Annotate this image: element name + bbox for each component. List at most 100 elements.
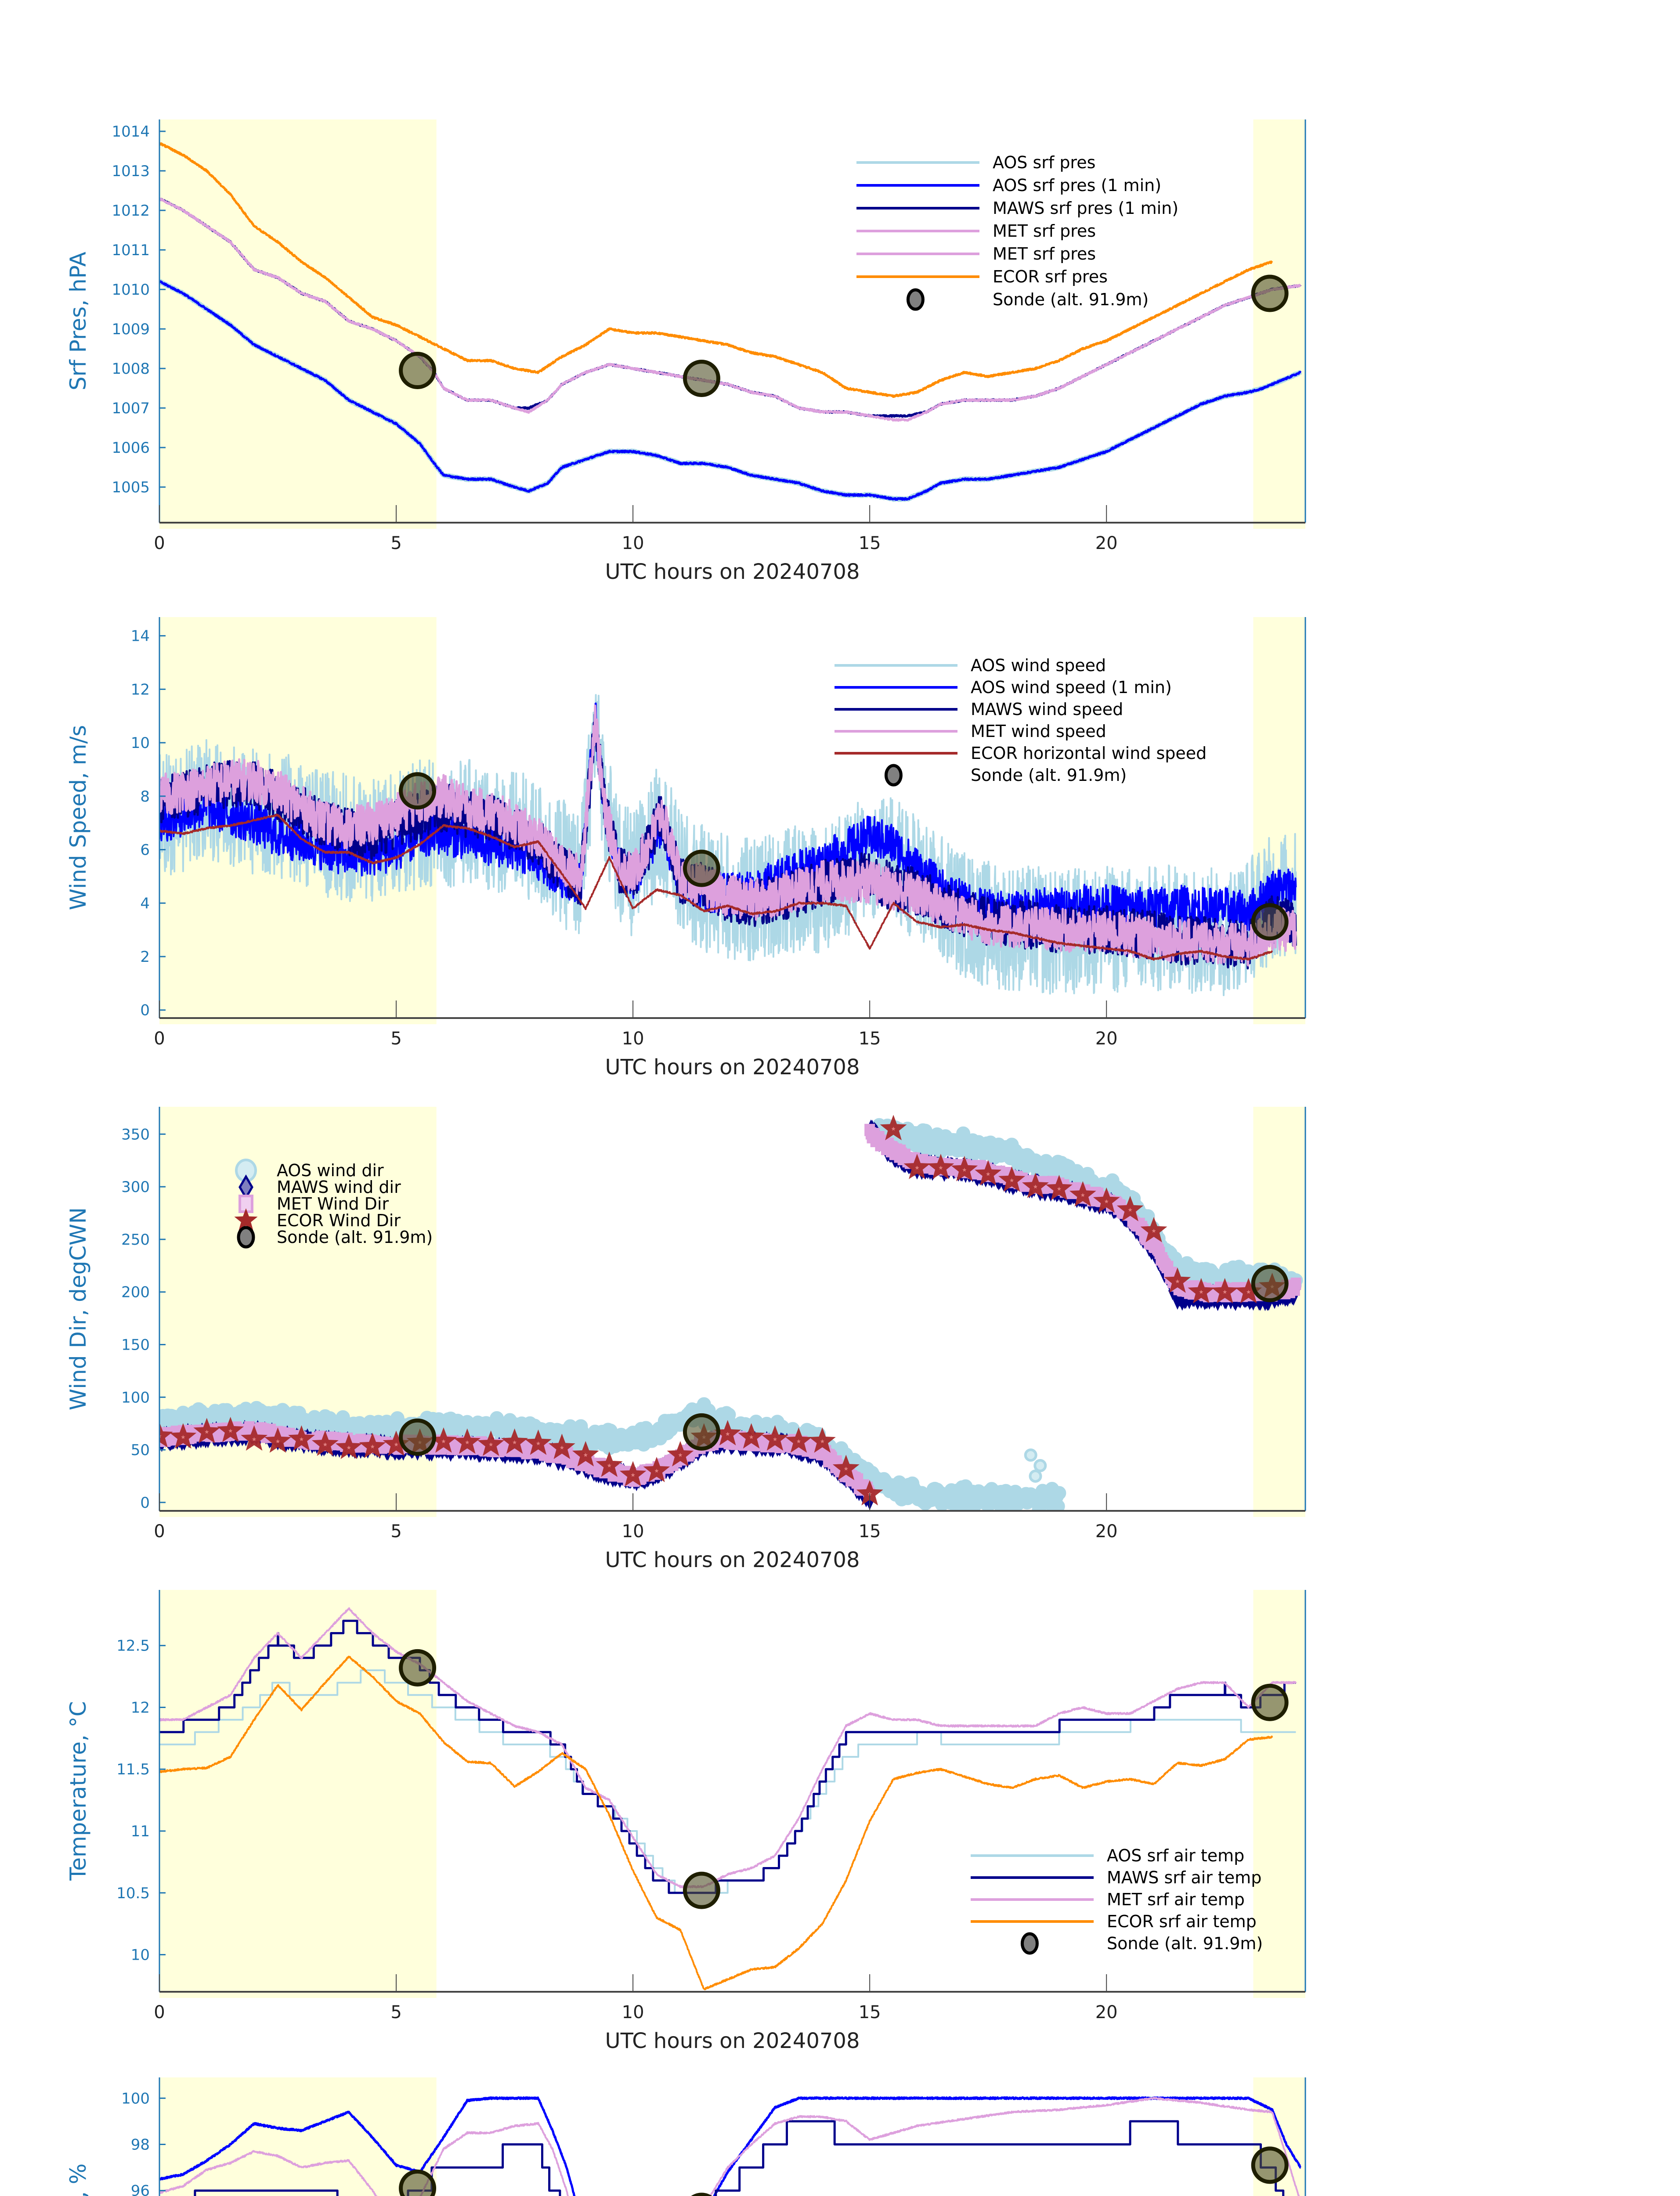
y-tick-label: 11.5 [116,1761,150,1778]
x-tick-label: 10 [622,2002,644,2023]
series-line [159,1669,1297,1894]
ecor-star-center [796,1439,801,1443]
ecor-star-center [394,1442,398,1447]
series-line [159,197,1301,422]
plot-area [159,1607,1297,1990]
x-tick-label: 20 [1095,533,1118,553]
aos-dir-point [1052,1486,1066,1500]
legend-label: MET srf pres [993,244,1096,264]
y-tick-label: 1007 [112,400,150,417]
x-tick-label: 0 [154,533,165,553]
ecor-star-center [1246,1289,1251,1294]
legend-sonde-icon [1020,1932,1039,1955]
night-shading [1253,1107,1305,1517]
sonde-marker [683,1413,720,1451]
aos-dir-point [1029,1469,1042,1483]
ecor-star-center [252,1437,257,1441]
ecor-star-point [159,1422,173,1448]
legend-label: MET srf pres [993,221,1096,241]
sonde-marker [683,849,720,887]
ecor-star-center [678,1453,683,1457]
y-tick-label: 350 [121,1126,150,1143]
ecor-star-center [939,1166,943,1170]
legend-label: ECOR Wind Dir [277,1211,401,1230]
legend-label: MAWS wind speed [971,700,1123,719]
ecor-star-center [347,1445,351,1450]
x-tick-label: 10 [622,1029,644,1049]
y-tick-label: 10 [131,1947,150,1964]
legend-label: MET srf air temp [1107,1890,1245,1909]
ecor-star-center [1128,1207,1132,1212]
y-tick-label: 1010 [112,281,150,299]
panel-relative_humidity: 848688909294969810005101520UTC hours on … [65,2077,1306,2196]
y-tick-label: 1013 [112,163,150,180]
ecor-star-center [844,1466,848,1471]
aos-dir-point [1024,1448,1037,1462]
y-tick-label: 2 [140,948,150,966]
sonde-marker [399,352,437,389]
x-tick-label: 15 [859,1029,881,1049]
y-tick-label: 150 [121,1336,150,1354]
series-line [159,142,1273,398]
y-tick-label: 12 [131,681,150,698]
legend-label: AOS srf air temp [1107,1846,1244,1865]
y-axis-label: Srf Pres, hPA [65,252,91,390]
x-tick-label: 5 [390,2002,401,2023]
legend: AOS wind speed AOS wind speed (1 min) MAWS… [835,656,1207,787]
y-axis-label: Wind Dir, degCWN [65,1207,91,1410]
ecor-star-center [749,1435,754,1439]
x-axis-label: UTC hours on 20240708 [605,560,860,584]
y-tick-label: 1014 [112,123,150,141]
ecor-star-center [560,1445,564,1450]
y-tick-label: 1005 [112,479,150,496]
ecor-star-center [654,1469,659,1473]
x-tick-label: 0 [154,2002,165,2023]
y-tick-label: 11 [131,1823,150,1840]
ecor-star-center [631,1473,635,1477]
sonde-marker [1251,274,1289,312]
legend-label: MAWS srf pres (1 min) [993,199,1178,218]
plot-area [159,2096,1302,2196]
x-tick-label: 15 [859,533,881,553]
x-axis-label: UTC hours on 20240708 [605,2029,860,2053]
series-line [159,2097,1300,2196]
legend-sonde-icon [906,288,925,311]
ecor-star-center [1033,1185,1038,1189]
ecor-star-center [370,1444,375,1448]
plot-area [159,694,1297,997]
ecor-star-center [962,1167,967,1172]
ecor-star-center [488,1442,493,1447]
legend-label: AOS srf pres (1 min) [993,176,1161,195]
legend-label: Sonde (alt. 91.9m) [1107,1934,1263,1953]
y-tick-label: 12 [131,1699,150,1716]
legend: AOS srf pres AOS srf pres (1 min) MAWS srf… [856,153,1178,311]
aos-dir-point [1033,1459,1047,1472]
ecor-star-center [1009,1178,1014,1182]
x-tick-label: 5 [390,533,401,553]
legend-label: MAWS wind dir [277,1177,401,1197]
sonde-marker [1251,1683,1289,1721]
x-tick-label: 0 [154,1029,165,1049]
ecor-star-center [820,1439,825,1443]
panel-wind_speed: 0 2 4 6 8 10 12 14 0 5 10 15 20 UTC hours on 20240708… [65,617,1306,1080]
ecor-star-center [299,1437,304,1441]
legend-label: ECOR srf pres [993,267,1108,286]
y-tick-label: 4 [140,895,150,912]
ecor-star-center [512,1440,517,1445]
ecor-star-center [1199,1289,1203,1294]
ecor-star-center [536,1441,541,1445]
x-tick-label: 20 [1095,1521,1118,1542]
y-tick-label: 0 [140,1494,150,1512]
ecor-star-center [1057,1186,1062,1191]
y-tick-label: 6 [140,842,150,859]
legend-label: Sonde (alt. 91.9m) [277,1228,433,1247]
sonde-marker [1251,903,1289,941]
ecor-star-center [1223,1289,1227,1294]
night-shading [159,119,437,529]
legend-label: Sonde (alt. 91.9m) [993,290,1149,309]
ecor-star-center [1152,1228,1156,1233]
sonde-marker [1251,2146,1289,2184]
ecor-star-center [1104,1199,1109,1203]
ecor-star-center [205,1430,209,1434]
